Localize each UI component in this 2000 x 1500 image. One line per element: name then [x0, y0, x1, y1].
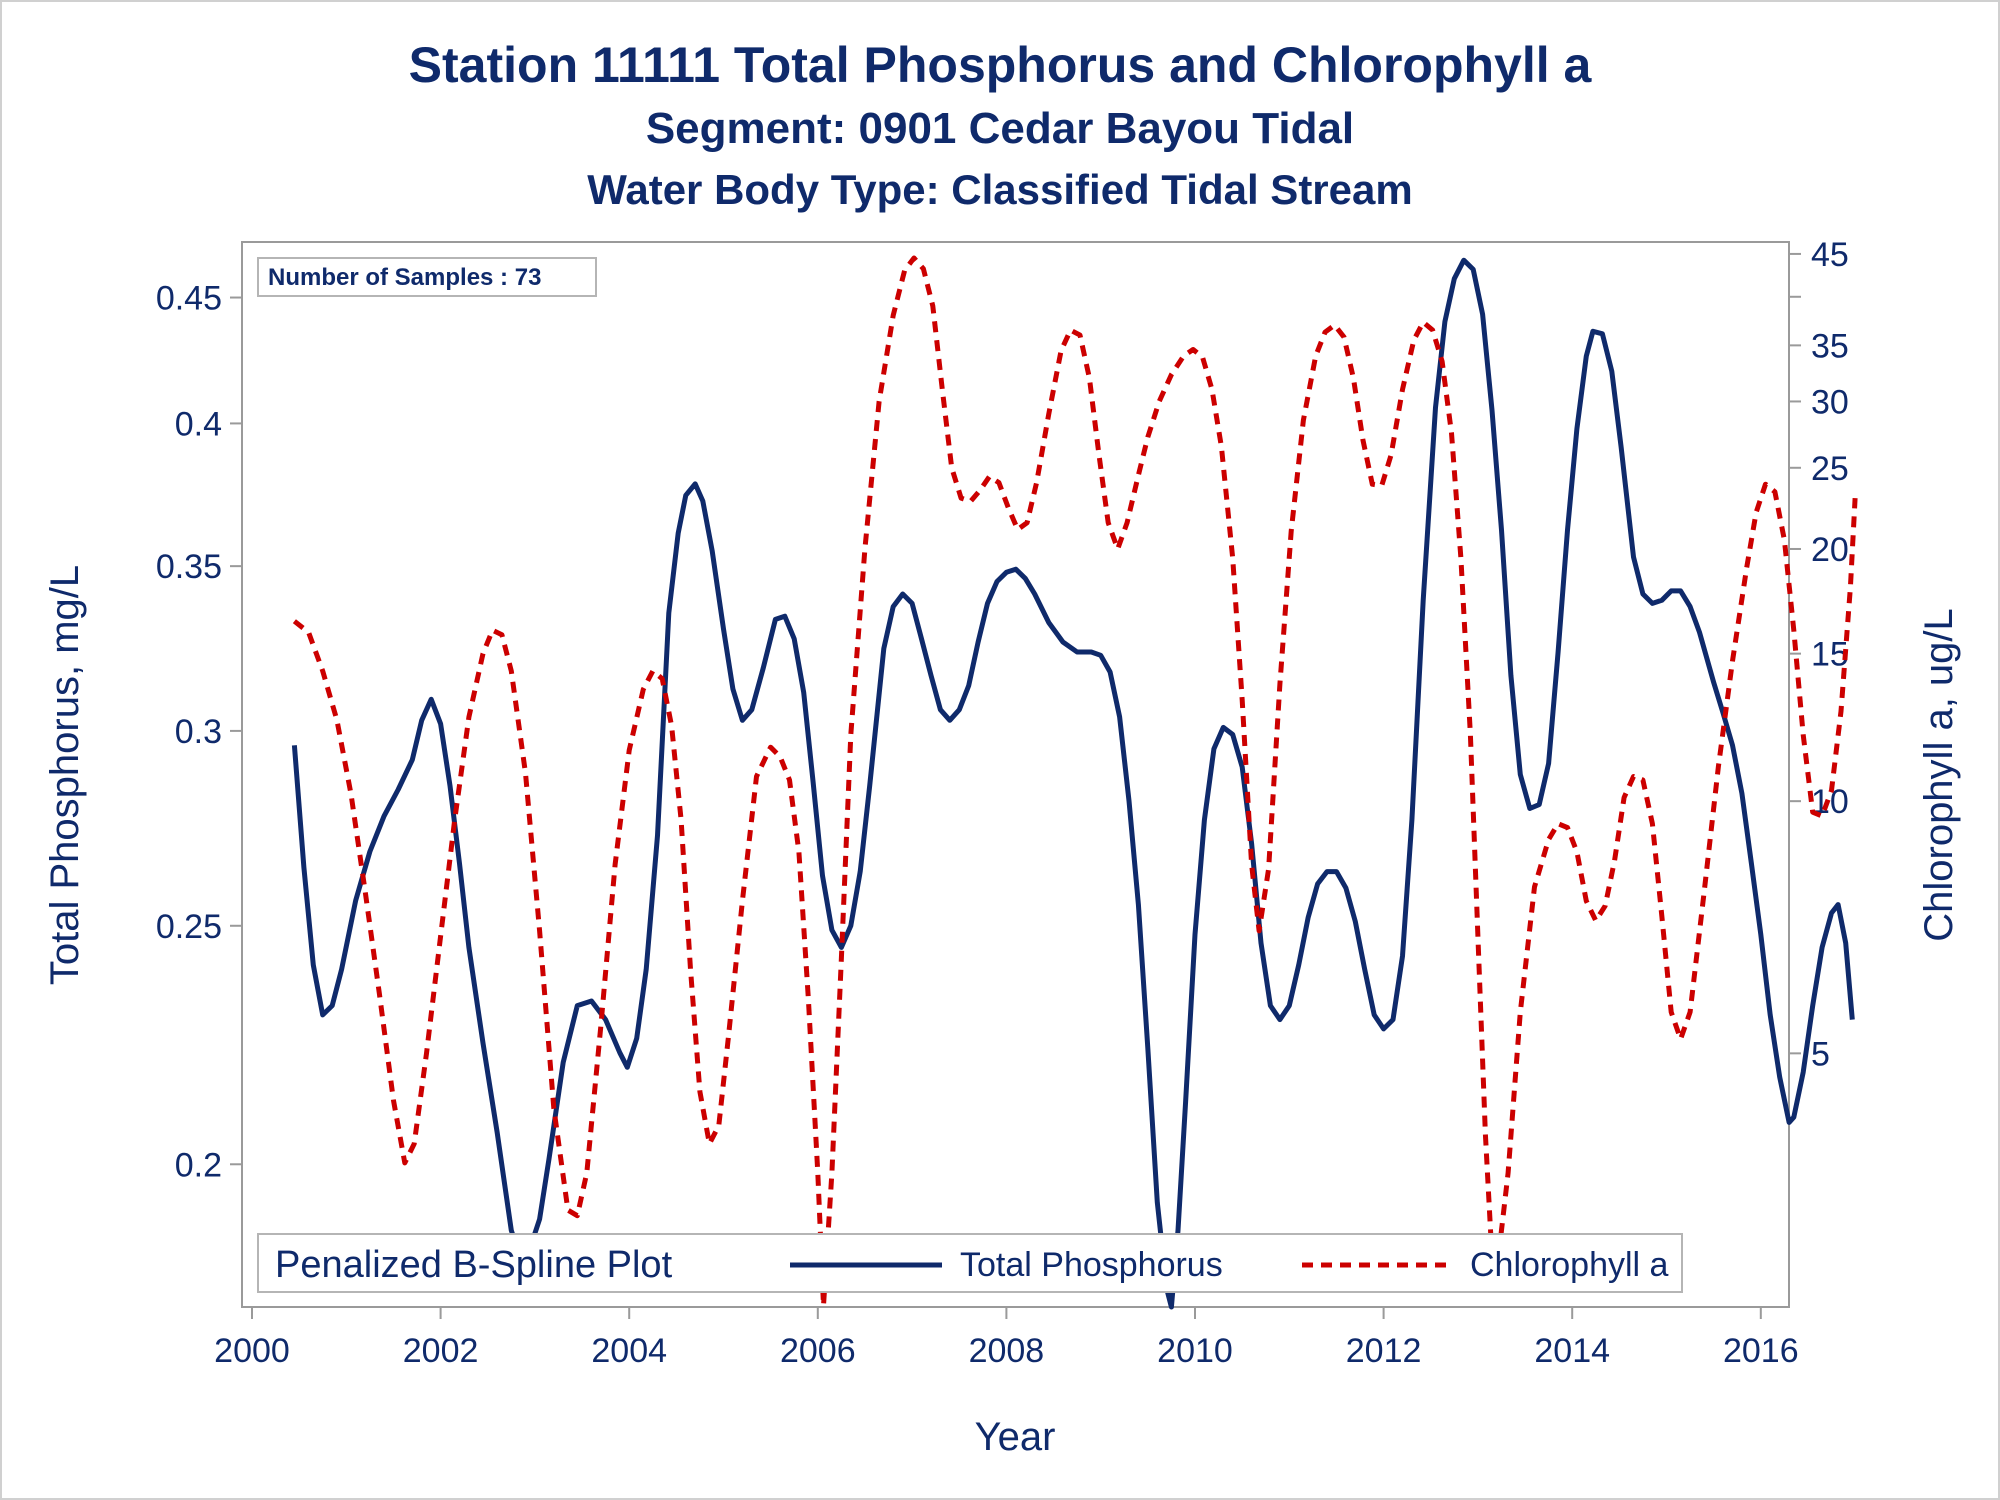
x-tick-label: 2014 [1534, 1332, 1610, 1370]
y-left-tick-label: 0.35 [156, 548, 222, 586]
chart-subtitle-water-body: Water Body Type: Classified Tidal Stream [587, 166, 1413, 213]
y-axis-left-label: Total Phosphorus, mg/L [43, 565, 87, 985]
y-axis-right-label: Chlorophyll a, ug/L [1917, 608, 1961, 942]
x-tick-label: 2004 [591, 1332, 667, 1370]
y-right-tick-label: 35 [1811, 327, 1849, 365]
series-line-chlorophyll [292, 255, 1858, 1308]
y-left-tick-label: 0.45 [156, 280, 222, 318]
y-left-tick-label: 0.3 [175, 713, 222, 751]
x-tick-label: 2000 [214, 1332, 290, 1370]
sample-count-box: Number of Samples : 73 [257, 257, 597, 297]
x-tick-label: 2008 [969, 1332, 1045, 1370]
y-left-tick-label: 0.2 [175, 1146, 222, 1184]
chart-subtitle-segment: Segment: 0901 Cedar Bayou Tidal [645, 104, 1355, 153]
chart-title: Station 11111 Total Phosphorus and Chlor… [408, 37, 1592, 93]
x-tick-label: 2012 [1346, 1332, 1422, 1370]
x-axis-label: Year [975, 1415, 1056, 1459]
legend: Penalized B-Spline Plot Total Phosphorus… [257, 1233, 1683, 1293]
y-right-tick-label: 15 [1811, 636, 1849, 674]
legend-title: Penalized B-Spline Plot [275, 1244, 673, 1286]
x-axis: 2000 2002 2004 2006 2008 2010 2012 2014 2016 [214, 1307, 1799, 1370]
y-right-tick-label: 20 [1811, 531, 1849, 569]
plot-area [241, 241, 1790, 1308]
x-tick-label: 2016 [1723, 1332, 1799, 1370]
y-right-tick-label: 5 [1811, 1035, 1830, 1073]
x-tick-label: 2006 [780, 1332, 856, 1370]
x-tick-label: 2010 [1157, 1332, 1233, 1370]
y-right-tick-label: 30 [1811, 383, 1849, 421]
sample-count-border [257, 257, 597, 297]
legend-label-chlorophyll: Chlorophyll a [1470, 1246, 1669, 1284]
y-right-tick-label: 45 [1811, 236, 1849, 274]
y-axis-left: 0.2 0.25 0.3 0.35 0.4 0.45 [156, 280, 242, 1184]
legend-label-total-phosphorus: Total Phosphorus [960, 1246, 1223, 1284]
y-right-tick-label: 25 [1811, 450, 1849, 488]
y-left-tick-label: 0.4 [175, 405, 222, 443]
series-layer [291, 255, 1858, 1310]
series-line-total-phosphorus [291, 257, 1855, 1310]
y-left-tick-label: 0.25 [156, 908, 222, 946]
sample-count-label: Number of Samples : 73 [268, 264, 541, 291]
x-tick-label: 2002 [403, 1332, 479, 1370]
